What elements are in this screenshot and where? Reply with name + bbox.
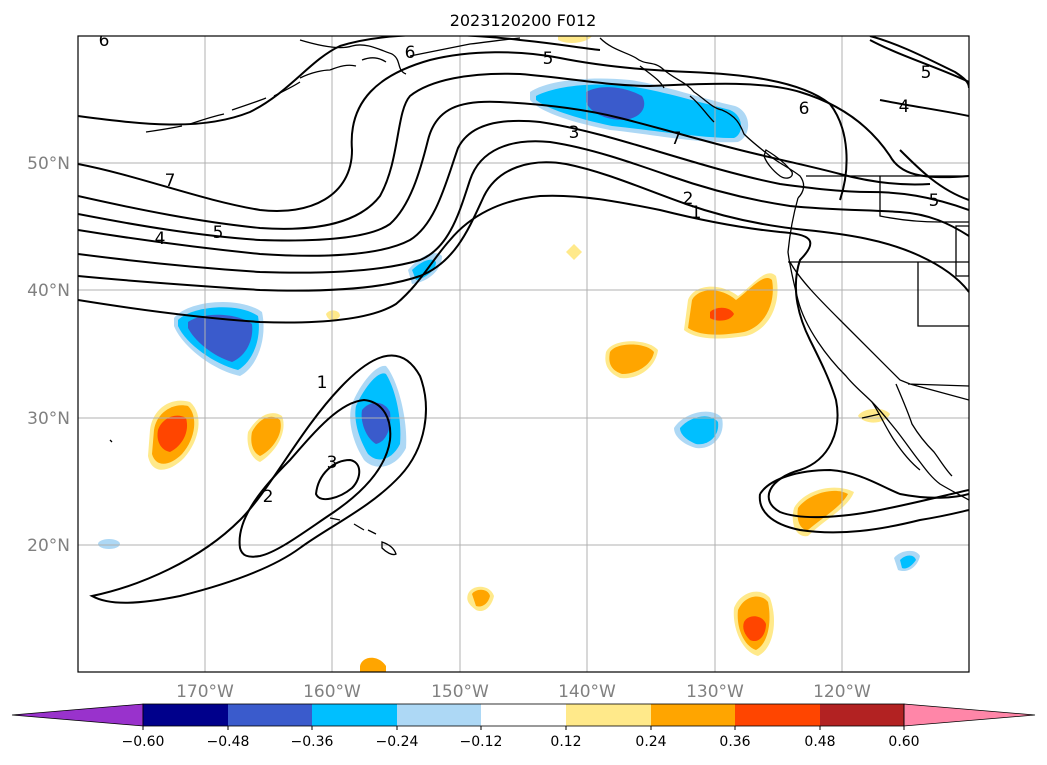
colorbar: −0.60 −0.48 −0.36 −0.24 −0.12 0.12 0.24 0.36 0.4… bbox=[11, 703, 1036, 750]
contour-label: 3 bbox=[327, 453, 338, 473]
gridlines bbox=[78, 36, 969, 672]
lat-label: 40°N bbox=[27, 281, 70, 301]
colorbar-segment bbox=[903, 703, 1036, 727]
contour-label: 5 bbox=[929, 191, 940, 211]
map-area: 6 6 5 5 4 6 7 4 5 3 7 2 1 5 1 3 2 bbox=[78, 31, 969, 672]
contour-line bbox=[238, 398, 392, 558]
negative-anomaly-north-core bbox=[586, 87, 645, 120]
contour-label: 4 bbox=[155, 229, 166, 249]
positive-anomaly-g bbox=[472, 589, 490, 607]
positive-anomaly-dot-1 bbox=[566, 244, 582, 260]
colorbar-segment bbox=[312, 704, 397, 726]
negative-anomaly-dot-1 bbox=[98, 539, 120, 549]
longitude-labels: 170°W 160°W 150°W 140°W 130°W 120°W bbox=[176, 682, 871, 702]
positive-anomaly-dot-4 bbox=[558, 36, 592, 43]
lon-label: 130°W bbox=[686, 682, 744, 702]
colorbar-tick-label: −0.48 bbox=[207, 734, 250, 750]
colorbar-segment bbox=[566, 704, 651, 726]
contour-line bbox=[78, 36, 601, 126]
contour-label: 2 bbox=[683, 189, 694, 209]
colorbar-tick-label: 0.60 bbox=[888, 734, 919, 750]
contour-label: 5 bbox=[543, 49, 554, 69]
colorbar-tick-label: −0.24 bbox=[376, 734, 419, 750]
negative-anomaly-west-core bbox=[188, 314, 253, 362]
latitude-labels: 50°N 40°N 30°N 20°N bbox=[27, 154, 70, 556]
contour-label: 4 bbox=[899, 97, 910, 117]
colorbar-segment bbox=[820, 704, 904, 726]
coastlines bbox=[109, 37, 969, 556]
contour-line bbox=[78, 194, 969, 519]
contour-label: 1 bbox=[691, 203, 702, 223]
lon-label: 160°W bbox=[303, 682, 361, 702]
colorbar-tick-label: 0.24 bbox=[635, 734, 666, 750]
negative-anomaly-dot-2-core bbox=[900, 555, 916, 569]
contour-line bbox=[78, 72, 969, 230]
negative-anomaly-east-small-core bbox=[680, 416, 719, 445]
lat-label: 20°N bbox=[27, 536, 70, 556]
colorbar-segment bbox=[143, 704, 228, 726]
contour-line bbox=[314, 458, 361, 501]
positive-anomaly-e bbox=[797, 490, 848, 530]
positive-anomaly-f-core bbox=[743, 616, 766, 642]
colorbar-tick-label: −0.36 bbox=[291, 734, 334, 750]
colorbar-tick-label: 0.12 bbox=[550, 734, 581, 750]
contour-label: 5 bbox=[213, 223, 224, 243]
lon-label: 170°W bbox=[176, 682, 234, 702]
contours bbox=[78, 36, 969, 604]
positive-anomaly-c-core bbox=[710, 307, 734, 321]
positive-anomaly-h bbox=[360, 657, 386, 672]
contour-label: 1 bbox=[317, 373, 328, 393]
colorbar-frame bbox=[142, 703, 905, 727]
positive-anomaly-c bbox=[688, 278, 773, 335]
negative-anomaly-central-core bbox=[361, 402, 391, 444]
lon-label: 120°W bbox=[813, 682, 871, 702]
contour-line bbox=[78, 119, 969, 257]
contour-label: 7 bbox=[671, 129, 682, 149]
colorbar-tick-label: 0.48 bbox=[804, 734, 835, 750]
contour-line bbox=[758, 468, 969, 534]
contour-line bbox=[78, 100, 931, 242]
lat-label: 50°N bbox=[27, 154, 70, 174]
colorbar-segment bbox=[228, 704, 312, 726]
positive-anomaly-a-core bbox=[157, 415, 188, 452]
contour-label: 6 bbox=[799, 99, 810, 119]
contour-label: 3 bbox=[569, 123, 580, 143]
map-frame bbox=[77, 35, 970, 673]
colorbar-tick-label: 0.36 bbox=[719, 734, 750, 750]
colorbar-segment bbox=[735, 704, 820, 726]
colorbar-tick-label: −0.12 bbox=[460, 734, 503, 750]
positive-anomaly-b bbox=[251, 416, 281, 456]
colorbar-segment bbox=[481, 704, 566, 726]
lon-label: 140°W bbox=[558, 682, 616, 702]
contour-line bbox=[78, 140, 969, 274]
contour-labels: 6 6 5 5 4 6 7 4 5 3 7 2 1 5 1 3 2 bbox=[99, 31, 940, 507]
contour-label: 6 bbox=[405, 43, 416, 63]
contour-label: 7 bbox=[165, 171, 176, 191]
contour-line bbox=[869, 36, 969, 201]
map-title: 2023120200 F012 bbox=[450, 11, 597, 30]
colorbar-segment bbox=[397, 704, 481, 726]
colorbar-segment bbox=[651, 704, 735, 726]
contour-line bbox=[89, 354, 427, 604]
contour-line bbox=[78, 161, 969, 293]
contour-label: 5 bbox=[921, 63, 932, 83]
contour-label: 6 bbox=[99, 31, 110, 51]
lat-label: 30°N bbox=[27, 409, 70, 429]
contour-label: 2 bbox=[263, 487, 274, 507]
contour-line bbox=[78, 39, 969, 212]
lon-label: 150°W bbox=[431, 682, 489, 702]
colorbar-tick-label: −0.60 bbox=[122, 734, 165, 750]
colorbar-segment bbox=[11, 703, 144, 727]
positive-anomaly-d bbox=[609, 344, 654, 374]
positive-anomaly-dot-2 bbox=[326, 310, 340, 321]
